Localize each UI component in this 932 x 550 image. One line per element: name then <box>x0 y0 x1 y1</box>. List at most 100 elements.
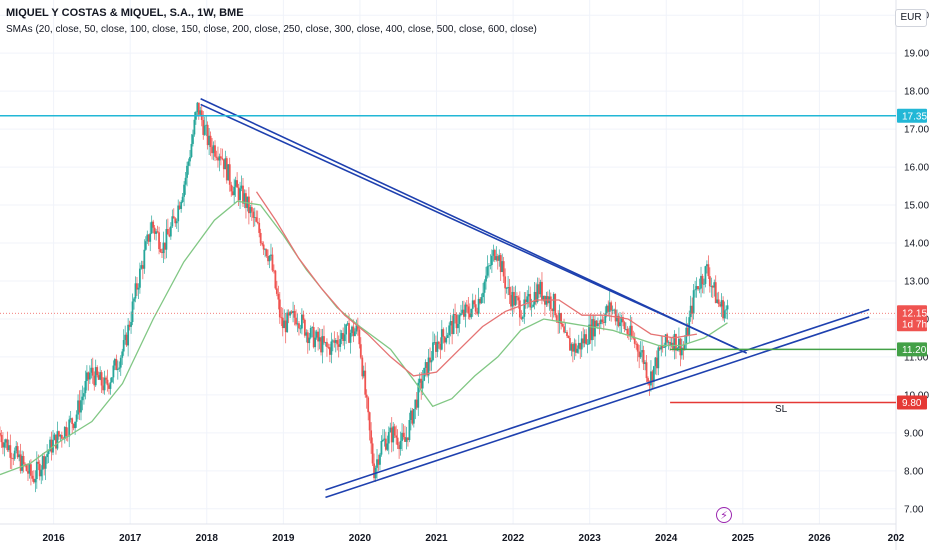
candle <box>669 336 671 351</box>
currency-button[interactable]: EUR <box>895 9 927 27</box>
candle-body <box>679 338 682 356</box>
candle <box>714 275 717 304</box>
x-tick-label: 2017 <box>119 533 142 544</box>
candle-body <box>402 432 405 437</box>
candle <box>103 370 106 395</box>
candle-body <box>87 372 90 380</box>
candle <box>214 140 216 162</box>
candle-body <box>249 207 252 214</box>
candle-body <box>280 317 283 319</box>
candle-body <box>136 283 138 290</box>
candle <box>290 310 293 315</box>
candle <box>598 320 601 335</box>
candle <box>358 326 361 349</box>
candle <box>370 422 373 454</box>
candle <box>264 248 266 258</box>
candle-body <box>7 445 10 451</box>
candle-body <box>301 314 303 329</box>
candle-body <box>84 381 87 394</box>
candle <box>109 377 112 395</box>
candle-body <box>339 339 342 347</box>
candle <box>231 185 234 196</box>
candle-body <box>215 156 218 158</box>
candle-body <box>476 311 479 314</box>
candle-body <box>436 341 439 352</box>
candle <box>256 210 259 225</box>
candle <box>247 187 250 225</box>
candle <box>533 282 536 310</box>
candle-body <box>373 463 375 479</box>
candle-body <box>352 326 355 336</box>
candle <box>56 421 59 451</box>
candle-body <box>538 284 540 295</box>
candle <box>128 320 131 331</box>
candle <box>532 301 535 308</box>
candle <box>633 332 636 349</box>
candle-body <box>701 275 704 285</box>
candle <box>22 451 25 473</box>
candle <box>83 387 85 405</box>
candle <box>567 335 570 339</box>
candle-body <box>38 463 41 477</box>
x-tick-label: 2019 <box>272 533 295 544</box>
candle <box>88 365 91 384</box>
candle-body <box>94 367 97 386</box>
candle-body <box>398 445 401 450</box>
candle <box>339 329 342 352</box>
candle-body <box>27 470 29 474</box>
candle-body <box>34 479 37 483</box>
candle-body <box>517 297 520 301</box>
candle-body <box>46 454 49 458</box>
candle-body <box>309 327 312 338</box>
candle <box>153 224 156 240</box>
candle <box>501 253 504 273</box>
candle-body <box>420 378 423 389</box>
candle-body <box>159 249 162 252</box>
candle <box>296 313 299 333</box>
candle-body <box>463 309 465 317</box>
candle-body <box>152 221 155 228</box>
candle <box>373 453 375 481</box>
candle <box>158 226 160 255</box>
candle <box>526 290 529 309</box>
candle <box>239 181 241 209</box>
candle <box>224 150 227 170</box>
candle-body <box>539 281 542 295</box>
candle <box>299 324 302 334</box>
candle-body <box>451 321 454 335</box>
candle <box>40 465 43 485</box>
lightning-icon[interactable]: ⚡ <box>716 507 732 523</box>
candle-body <box>112 365 115 378</box>
candle <box>311 326 314 338</box>
candle-body <box>278 299 281 318</box>
candle-body <box>495 256 498 261</box>
candle-body <box>516 296 518 298</box>
candle-body <box>486 266 489 276</box>
candle-body <box>393 426 396 436</box>
candle-body <box>318 337 321 342</box>
candle-body <box>379 454 381 465</box>
candle-body <box>253 217 256 218</box>
candle-body <box>340 333 343 340</box>
level-tag-label: 9.80 <box>902 398 922 409</box>
candle <box>483 279 486 304</box>
candle-body <box>183 184 185 197</box>
candle-body <box>35 461 38 480</box>
candle <box>409 407 412 431</box>
candle <box>187 158 190 175</box>
candle-body <box>541 281 543 300</box>
candle-body <box>345 324 347 335</box>
candle <box>480 293 483 304</box>
candle-body <box>290 311 293 314</box>
last-price-label: 12.15 <box>902 308 927 319</box>
candle <box>566 330 568 338</box>
candle <box>183 181 185 207</box>
candle-body <box>96 367 99 376</box>
candle <box>529 286 532 311</box>
y-tick-label: 13.00 <box>904 276 929 287</box>
candle <box>402 424 405 440</box>
indicator-legend[interactable]: SMAs (20, close, 50, close, 100, close, … <box>6 24 537 35</box>
candle <box>330 332 333 364</box>
candle-body <box>141 265 144 269</box>
